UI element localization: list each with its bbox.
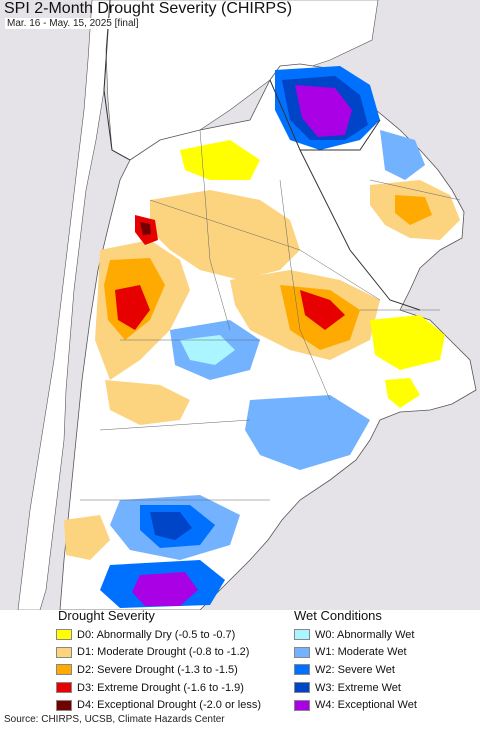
legend-label-d1: D1: Moderate Drought (-0.8 to -1.2) xyxy=(77,646,250,659)
map-canvas xyxy=(0,0,480,610)
legend-item-d2: D2: Severe Drought (-1.3 to -1.5) xyxy=(56,661,261,679)
legend-item-w2: W2: Severe Wet xyxy=(294,661,417,679)
w4-zone-bolivia xyxy=(295,85,352,137)
legend-item-d4: D4: Exceptional Drought (-2.0 or less) xyxy=(56,696,261,714)
w4-zone-south xyxy=(132,572,198,606)
map-subtitle: Mar. 16 - May. 15, 2025 [final] xyxy=(5,18,141,29)
legend-item-w4: W4: Exceptional Wet xyxy=(294,696,417,714)
swatch-w2 xyxy=(294,664,310,676)
w1-zone-buenos-aires xyxy=(245,395,370,470)
drought-legend-heading: Drought Severity xyxy=(58,608,155,623)
w0-zone-pampa xyxy=(180,335,235,365)
legend-item-d0: D0: Abnormally Dry (-0.5 to -0.7) xyxy=(56,626,261,644)
d1-zone-cuyo xyxy=(105,380,190,425)
legend-label-d0: D0: Abnormally Dry (-0.5 to -0.7) xyxy=(77,628,236,641)
legend-label-w3: W3: Extreme Wet xyxy=(315,681,401,694)
swatch-w1 xyxy=(294,646,310,658)
swatch-w0 xyxy=(294,629,310,641)
legend-label-d3: D3: Extreme Drought (-1.6 to -1.9) xyxy=(77,681,244,694)
swatch-d3 xyxy=(56,682,72,694)
d3-zone-central xyxy=(300,290,345,330)
map-title: SPI 2-Month Drought Severity (CHIRPS) xyxy=(4,0,293,17)
province-borders xyxy=(80,129,461,501)
d3-zone-west xyxy=(115,285,150,330)
legend-label-d2: D2: Severe Drought (-1.3 to -1.5) xyxy=(77,663,238,676)
d4-zone-andes xyxy=(140,222,151,235)
d0-zone-uruguay xyxy=(370,315,445,370)
legend-item-w0: W0: Abnormally Wet xyxy=(294,626,417,644)
swatch-w3 xyxy=(294,682,310,694)
legend-label-w0: W0: Abnormally Wet xyxy=(315,628,415,641)
w1-zone-bolivia-east xyxy=(380,130,425,180)
source-credit: Source: CHIRPS, UCSB, Climate Hazards Ce… xyxy=(4,714,225,725)
d0-zone-uruguay-south xyxy=(385,378,420,408)
legend-item-w1: W1: Moderate Wet xyxy=(294,644,417,662)
country-borders xyxy=(103,0,421,311)
d2-zone-paraguay xyxy=(395,195,432,225)
swatch-d0 xyxy=(56,629,72,641)
swatch-d2 xyxy=(56,664,72,676)
legend-label-w1: W1: Moderate Wet xyxy=(315,646,407,659)
legend-label-w4: W4: Exceptional Wet xyxy=(315,699,417,712)
legend-label-w2: W2: Severe Wet xyxy=(315,663,395,676)
swatch-w4 xyxy=(294,699,310,711)
drought-map: SPI 2-Month Drought Severity (CHIRPS) Ma… xyxy=(0,0,480,610)
legend-label-d4: D4: Exceptional Drought (-2.0 or less) xyxy=(77,699,262,712)
swatch-d1 xyxy=(56,646,72,658)
d0-zone-north xyxy=(180,140,260,180)
wet-legend: W0: Abnormally Wet W1: Moderate Wet W2: … xyxy=(294,626,417,714)
legend-item-d3: D3: Extreme Drought (-1.6 to -1.9) xyxy=(56,679,261,697)
d1-zone-patagonia xyxy=(64,515,110,560)
w3-zone-patagonia xyxy=(150,512,192,540)
legend-item-d1: D1: Moderate Drought (-0.8 to -1.2) xyxy=(56,644,261,662)
wet-areas xyxy=(100,66,425,608)
chile-land xyxy=(17,0,111,610)
swatch-d4 xyxy=(56,699,72,711)
drought-legend: D0: Abnormally Dry (-0.5 to -0.7) D1: Mo… xyxy=(56,626,261,714)
wet-legend-heading: Wet Conditions xyxy=(294,608,382,623)
legend-item-w3: W3: Extreme Wet xyxy=(294,679,417,697)
